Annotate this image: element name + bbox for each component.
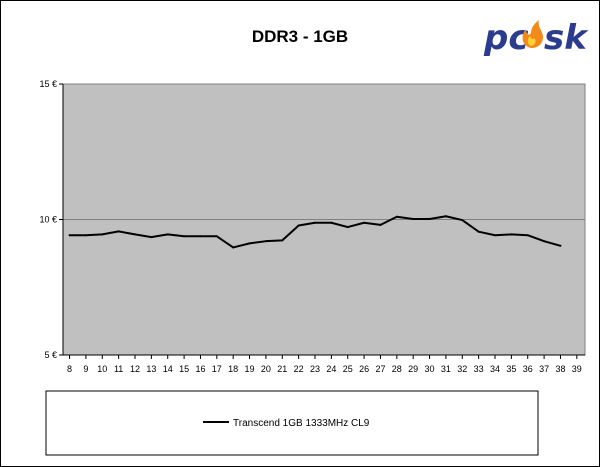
data-point	[461, 219, 464, 222]
x-tick-label: 12	[130, 364, 140, 374]
x-tick-label: 20	[261, 364, 271, 374]
data-point	[428, 217, 431, 220]
data-point	[477, 230, 480, 233]
data-point	[543, 240, 546, 243]
series-layer	[68, 215, 562, 249]
data-point	[68, 234, 71, 237]
data-point	[134, 233, 136, 236]
x-tick-label: 9	[83, 364, 88, 374]
data-point	[444, 215, 447, 218]
data-point	[559, 244, 562, 247]
data-point	[297, 224, 300, 227]
x-tick-label: 22	[294, 364, 304, 374]
x-tick-label: 25	[343, 364, 353, 374]
data-point	[150, 236, 153, 239]
x-tick-label: 16	[195, 364, 205, 374]
chart-title: DDR3 - 1GB	[252, 27, 348, 46]
data-point	[412, 217, 415, 220]
x-tick-label: 23	[310, 364, 320, 374]
data-point	[314, 221, 316, 224]
x-tick-label: 36	[523, 364, 533, 374]
x-tick-label: 15	[179, 364, 189, 374]
x-tick-label: 29	[408, 364, 418, 374]
x-tick-label: 32	[457, 364, 467, 374]
x-tick-label: 38	[555, 364, 565, 374]
x-ticks: 8 9 10 11 12 13 14 15 16 17 18 19 20 21 22 23 24 25 26 27 28…	[67, 355, 582, 374]
x-tick-label: 37	[539, 364, 549, 374]
legend-label: Transcend 1GB 1333MHz CL9	[233, 418, 370, 429]
data-point	[395, 215, 398, 218]
y-tick-label: 5 €	[44, 350, 57, 360]
data-point	[183, 235, 186, 238]
x-tick-label: 10	[97, 364, 107, 374]
data-point	[232, 246, 235, 249]
data-point	[363, 221, 366, 224]
data-point	[166, 233, 169, 236]
x-tick-label: 35	[506, 364, 516, 374]
legend-box	[45, 390, 539, 456]
data-point	[101, 233, 104, 236]
site-logo: pc sk	[483, 18, 589, 58]
legend: Transcend 1GB 1333MHz CL9	[45, 390, 539, 456]
x-tick-label: 33	[474, 364, 484, 374]
data-point	[346, 226, 349, 229]
svg-text:sk: sk	[544, 18, 589, 58]
x-tick-label: 13	[146, 364, 156, 374]
data-point	[84, 234, 87, 237]
x-tick-label: 24	[326, 364, 336, 374]
x-tick-label: 17	[212, 364, 222, 374]
x-tick-label: 30	[425, 364, 435, 374]
x-tick-label: 26	[359, 364, 369, 374]
x-tick-label: 27	[375, 364, 385, 374]
y-tick-label: 15 €	[39, 79, 57, 89]
data-point	[264, 240, 267, 243]
data-point	[330, 221, 333, 224]
x-tick-label: 8	[67, 364, 72, 374]
x-tick-label: 19	[245, 364, 255, 374]
data-point	[526, 234, 529, 237]
x-tick-label: 18	[228, 364, 238, 374]
data-point	[117, 230, 120, 233]
flame-icon	[522, 20, 543, 48]
data-point	[281, 239, 284, 242]
data-point	[510, 233, 513, 236]
data-point	[199, 235, 202, 238]
data-point	[379, 223, 382, 226]
data-point	[494, 234, 496, 237]
x-tick-label: 31	[441, 364, 451, 374]
x-tick-label: 28	[392, 364, 402, 374]
data-point	[215, 235, 218, 238]
x-tick-label: 39	[572, 364, 582, 374]
x-tick-label: 21	[277, 364, 287, 374]
x-tick-label: 11	[114, 364, 123, 374]
x-tick-label: 14	[163, 364, 173, 374]
data-point	[248, 242, 251, 245]
x-tick-label: 34	[490, 364, 500, 374]
svg-text:pc: pc	[483, 18, 529, 58]
y-tick-label: 10 €	[39, 215, 57, 225]
y-ticks: 5 € 10 € 15 €	[39, 79, 63, 360]
